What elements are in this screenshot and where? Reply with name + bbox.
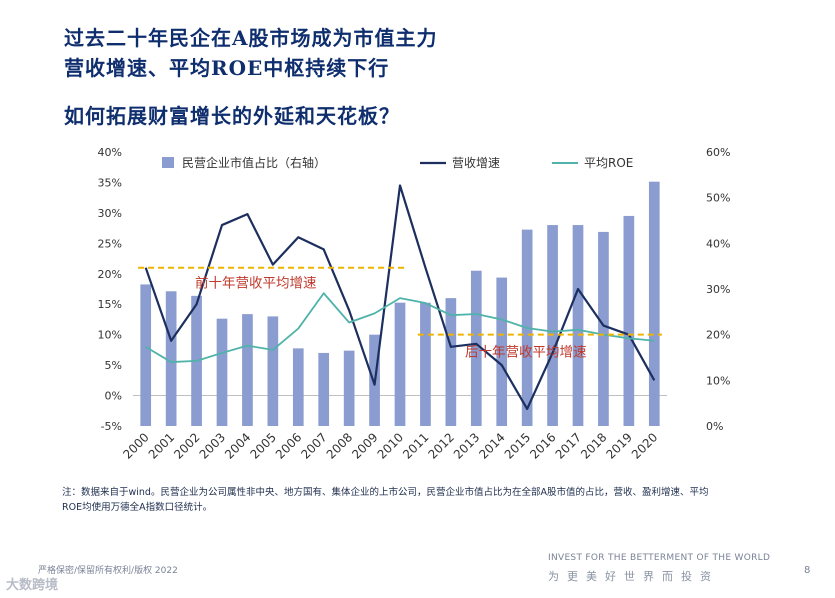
- bar-market-share: [292, 348, 304, 426]
- combo-chart: -5% 0% 5% 10% 15% 20% 25% 30% 35% 40% 0% 10% 20% 30% 4…: [98, 146, 731, 462]
- title-line-1: 过去二十年民企在A股市场成为市值主力: [64, 26, 438, 50]
- x-axis-tick-label: 2017: [553, 430, 584, 461]
- footnote-line-1: 注：数据来自于wind。民营企业为公司属性非中央、地方国有、集体企业的上市公司，…: [62, 487, 709, 498]
- right-axis-tick-label: 30%: [706, 283, 730, 296]
- watermark-text: 大数跨境: [6, 578, 59, 593]
- slogan-english: INVEST FOR THE BETTERMENT OF THE WORLD: [548, 553, 771, 563]
- right-axis-tick-label: 50%: [706, 192, 730, 205]
- bar-market-share: [420, 302, 431, 426]
- right-axis-tick-label: 10%: [706, 374, 730, 387]
- bar-market-share: [267, 316, 279, 426]
- x-axis-tick-label: 2013: [451, 430, 482, 461]
- x-axis-tick-label: 2011: [400, 430, 431, 461]
- x-axis-tick-label: 2003: [197, 430, 228, 461]
- left-axis-tick-label: 20%: [98, 268, 122, 281]
- x-axis-tick-label: 2001: [146, 430, 177, 461]
- bar-market-share: [648, 181, 660, 426]
- x-axis-tick-label: 2018: [578, 430, 609, 461]
- right-axis-tick-label: 20%: [706, 329, 730, 342]
- x-axis-tick-label: 2000: [120, 430, 151, 461]
- left-axis-tick-label: 30%: [98, 207, 122, 220]
- x-axis-tick-label: 2009: [349, 430, 380, 461]
- right-axis-tick-label: 40%: [706, 237, 730, 250]
- left-axis-tick-label: 40%: [98, 146, 122, 159]
- annotation-label-first-decade: 前十年营收平均增速: [195, 275, 317, 292]
- legend-label-revenue-growth: 营收增速: [452, 156, 500, 170]
- bar-market-share: [445, 298, 457, 426]
- left-axis-tick-label: 10%: [98, 329, 122, 342]
- bar-market-share: [140, 284, 152, 426]
- x-axis-tick-label: 2015: [502, 430, 533, 461]
- left-axis-tick-label: 15%: [98, 298, 122, 311]
- x-axis-tick-label: 2020: [629, 430, 660, 461]
- bar-market-share: [394, 302, 406, 426]
- right-axis-tick-label: 0%: [706, 420, 723, 433]
- page-number: 8: [804, 565, 811, 576]
- left-axis-tick-label: 35%: [98, 176, 122, 189]
- line-revenue-growth: [144, 184, 656, 411]
- x-axis-tick-label: 2004: [222, 430, 253, 461]
- bar-market-share: [572, 225, 584, 426]
- annotation-label-second-decade: 后十年营收平均增速: [465, 345, 587, 361]
- bar-market-share: [470, 270, 482, 426]
- bar-market-share: [623, 215, 635, 426]
- footnote-line-2: ROE均使用万德全A指数口径统计。: [62, 502, 213, 513]
- bar-market-share: [598, 231, 609, 426]
- x-axis-tick-label: 2016: [527, 430, 558, 461]
- title-line-2: 营收增速、平均ROE中枢持续下行: [64, 56, 390, 80]
- copyright-text: 严格保密/保留所有权利/版权 2022: [38, 566, 178, 576]
- footnote: 注：数据来自于wind。民营企业为公司属性非中央、地方国有、集体企业的上市公司，…: [62, 485, 752, 515]
- x-axis-tick-label: 2008: [324, 430, 355, 461]
- bar-market-share: [547, 225, 558, 426]
- bar-market-share: [496, 277, 508, 426]
- x-axis-tick-label: 2019: [603, 430, 634, 461]
- legend-label-market-share: 民营企业市值占比（右轴）: [182, 155, 326, 170]
- left-axis-tick-label: 25%: [98, 237, 122, 250]
- legend-swatch-market-share: [162, 157, 174, 168]
- left-axis-tick-label: -5%: [101, 420, 122, 433]
- x-axis-tick-label: 2002: [171, 430, 202, 461]
- left-axis-tick-label: 0%: [105, 390, 122, 403]
- x-axis-tick-label: 2007: [298, 430, 329, 461]
- slogan-chinese: 为更美好世界而投资: [548, 570, 719, 583]
- line-average-roe: [145, 292, 655, 363]
- bar-market-share: [318, 352, 330, 426]
- left-axis-tick-label: 5%: [105, 359, 122, 372]
- bar-market-share: [165, 291, 177, 426]
- bar-market-share: [242, 314, 253, 426]
- x-axis-tick-label: 2005: [247, 430, 278, 461]
- bar-market-share: [216, 318, 228, 426]
- title-line-3: 如何拓展财富增长的外延和天花板？: [64, 104, 400, 128]
- bar-market-share: [343, 350, 355, 426]
- x-axis-tick-label: 2010: [375, 430, 406, 461]
- x-axis-tick-label: 2012: [425, 430, 456, 461]
- right-axis-tick-label: 60%: [706, 146, 730, 159]
- x-axis-tick-label: 2014: [476, 430, 507, 461]
- legend-label-average-roe: 平均ROE: [584, 156, 633, 170]
- x-axis-tick-label: 2006: [273, 430, 304, 461]
